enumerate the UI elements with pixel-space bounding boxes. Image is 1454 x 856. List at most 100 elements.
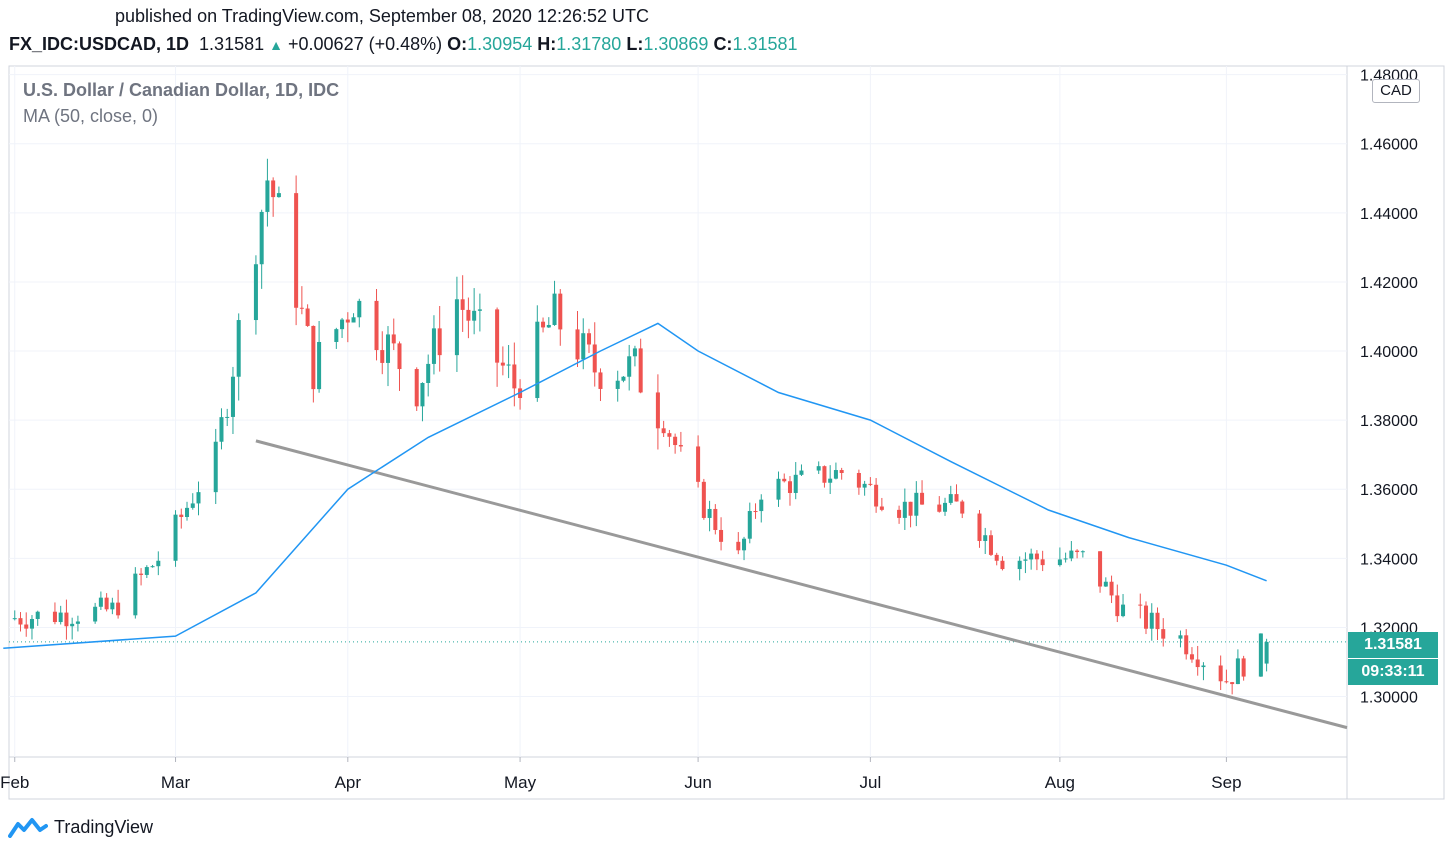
candle-body [828, 478, 833, 483]
candle-body [816, 466, 821, 471]
candle-body [265, 180, 270, 212]
x-tick-label: Jun [684, 773, 711, 792]
candle-body [799, 470, 804, 475]
candle-body [868, 483, 873, 485]
currency-badge[interactable]: CAD [1372, 79, 1420, 103]
candle-body [397, 343, 402, 370]
candle-body [1121, 604, 1126, 617]
x-tick-label: Feb [0, 773, 29, 792]
candle-body [552, 293, 557, 325]
candle-body [1034, 553, 1039, 560]
candle-body [632, 348, 637, 357]
candle-body [707, 508, 712, 518]
candle-body [512, 364, 517, 389]
candle-body [391, 334, 396, 344]
candle-body [1189, 654, 1194, 660]
candle-body [1109, 581, 1114, 596]
candle-body [713, 508, 718, 530]
candle-body [1201, 665, 1206, 668]
candle-body [598, 372, 603, 389]
candle-body [1080, 551, 1085, 553]
candle-body [983, 535, 988, 541]
candle-body [994, 554, 999, 561]
last-price-tag: 1.31581 [1348, 632, 1438, 658]
candle-body [374, 300, 379, 351]
candle-body [988, 535, 993, 555]
candle-body [29, 618, 34, 629]
candle-body [1218, 665, 1223, 682]
candle-body [437, 328, 442, 356]
candle-body [960, 501, 965, 514]
candle-body [701, 481, 706, 518]
candle-body [18, 618, 23, 625]
candle-body [75, 621, 80, 624]
tradingview-logo[interactable]: TradingView [8, 816, 153, 838]
candle-body [219, 417, 224, 442]
candle-body [110, 602, 115, 610]
candle-body [1138, 604, 1143, 606]
candle-body [385, 334, 391, 363]
candle-body [535, 321, 540, 399]
candle-body [673, 436, 678, 446]
up-arrow-icon: ▲ [269, 37, 283, 53]
candle-body [793, 474, 798, 493]
candle-body [357, 300, 362, 318]
price-change: +0.00627 (+0.48%) [288, 34, 443, 54]
candle-body [1057, 559, 1062, 566]
y-tick-label: 1.36000 [1360, 482, 1418, 499]
candle-body [1040, 559, 1045, 566]
candle-body [822, 466, 827, 483]
candle-body [1098, 551, 1103, 587]
candle-body [914, 492, 919, 516]
y-tick-label: 1.40000 [1360, 344, 1418, 361]
candle-body [104, 597, 109, 610]
candle-body [782, 478, 787, 482]
close-label: C: [713, 34, 733, 54]
candle-body [1149, 612, 1154, 629]
last-price: 1.31581 [199, 34, 265, 54]
candle-body [937, 504, 942, 512]
x-tick-label: Apr [335, 773, 362, 792]
candle-body [902, 501, 907, 518]
candle-body [294, 193, 299, 308]
ohlc-header: FX_IDC:USDCAD, 1D 1.31581 ▲ +0.00627 (+0… [9, 34, 798, 55]
candle-body [431, 328, 436, 364]
candle-body [759, 499, 764, 512]
candle-body [351, 317, 356, 323]
open-value: 1.30954 [467, 34, 533, 54]
candle-body [380, 350, 385, 363]
candle-body [1161, 629, 1166, 639]
candle-body [64, 612, 69, 627]
candle-body [150, 566, 155, 568]
candle-body [943, 502, 948, 512]
x-tick-label: Mar [161, 773, 191, 792]
candle-body [1241, 658, 1246, 677]
chart-legend-indicator[interactable]: MA (50, close, 0) [23, 106, 159, 126]
candle-body [454, 299, 459, 356]
trendline [255, 439, 1348, 730]
candle-body [1000, 560, 1005, 570]
candle-body [506, 364, 511, 366]
candle-body [12, 618, 17, 620]
candle-body [190, 503, 195, 508]
candle-body [1184, 635, 1189, 655]
y-tick-label: 1.30000 [1360, 690, 1418, 707]
symbol-label: FX_IDC:USDCAD, 1D [9, 34, 190, 54]
candle-body [742, 538, 747, 551]
candle-body [776, 478, 781, 500]
candle-body [1103, 581, 1108, 587]
candle-body [1023, 559, 1028, 561]
y-tick-label: 1.42000 [1360, 275, 1418, 292]
x-tick-label: Aug [1045, 773, 1075, 792]
candle-body [575, 329, 580, 360]
candle-body [472, 310, 477, 321]
candle-body [213, 441, 218, 493]
y-tick-label: 1.46000 [1360, 137, 1418, 154]
candle-body [340, 319, 345, 330]
candle-body [753, 511, 758, 513]
candle-body [1144, 605, 1149, 629]
candle-body [276, 193, 281, 198]
candle-body [696, 446, 701, 482]
candle-body [546, 324, 551, 328]
